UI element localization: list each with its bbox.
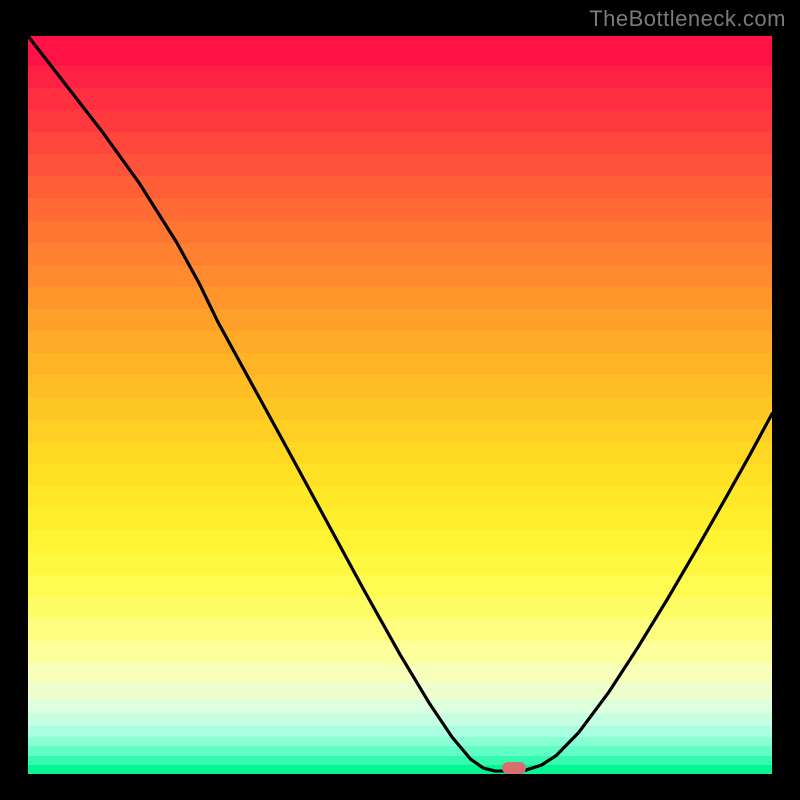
bottleneck-curve — [28, 36, 772, 774]
chart-frame: TheBottleneck.com — [0, 0, 800, 800]
optimal-marker — [502, 762, 526, 774]
plot-area — [28, 36, 772, 774]
watermark-text: TheBottleneck.com — [589, 6, 786, 32]
